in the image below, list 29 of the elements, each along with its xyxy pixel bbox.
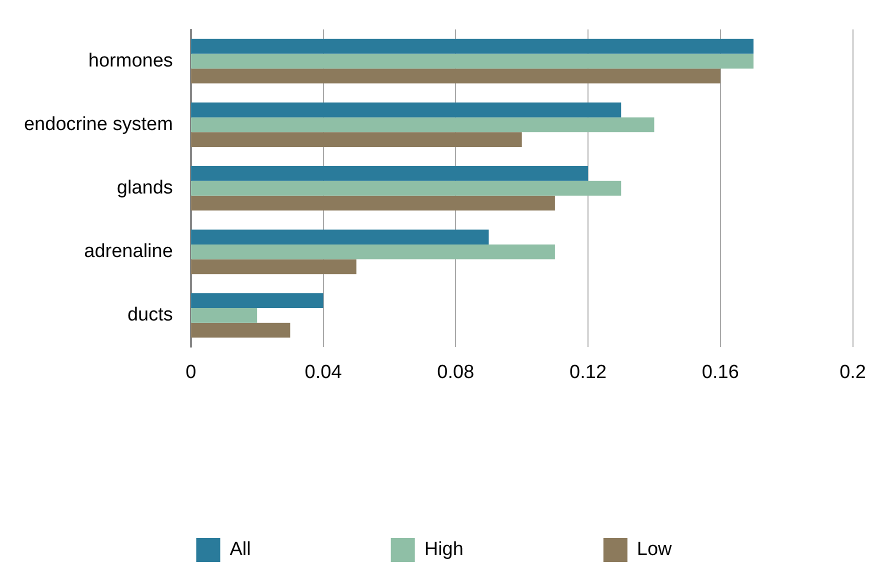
bar [190,293,324,308]
bar [190,259,356,274]
bar [190,196,555,211]
bar [190,117,654,132]
bar [190,308,258,323]
bar [190,322,290,338]
bar [190,230,489,244]
x-tick-label: 0.04 [304,362,342,383]
bar [190,166,588,181]
bar [190,68,720,84]
legend-label: High [424,539,464,560]
x-tick-label: 0.08 [437,362,474,383]
bar [190,102,622,118]
bar [190,54,754,69]
y-tick-label: endocrine system [24,114,173,135]
y-tick-label: hormones [88,50,173,72]
legend-label: All [230,539,251,560]
x-tick-label: 0.16 [702,362,739,383]
bar [190,132,522,147]
x-tick-label: 0.12 [570,362,607,383]
x-tick-label: 0 [186,362,196,383]
bar [190,180,622,196]
x-tick-label: 0.2 [840,362,866,383]
bar [190,38,754,54]
legend-label: Low [636,539,672,560]
y-tick-label: ducts [127,304,173,326]
bar [190,244,555,260]
y-tick-label: glands [116,178,173,199]
y-tick-label: adrenaline [84,241,173,262]
